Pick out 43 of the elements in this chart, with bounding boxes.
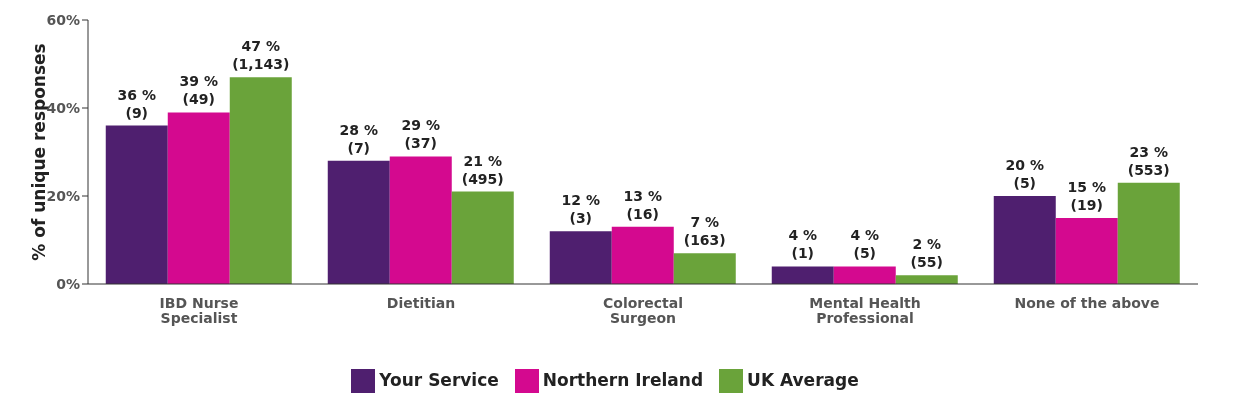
bar [1117,182,1180,284]
data-label: 15 % (19) [1067,179,1106,213]
bar [549,231,612,284]
y-axis-title: % of unique responses [29,43,49,261]
y-tick-label: 40% [46,99,80,116]
bar [167,112,230,284]
bar [451,191,514,284]
data-label: 29 % (37) [401,117,440,152]
x-tick-label: Colorectal Surgeon [603,295,683,326]
y-tick-label: 60% [46,11,80,28]
x-tick-label: None of the above [1014,295,1160,311]
legend-label: Your Service [379,369,499,390]
x-tick-label: Mental Health Professional [809,295,921,326]
legend-label: Northern Ireland [542,369,704,390]
y-tick-label: 0% [56,275,80,292]
data-label: 28 % (7) [339,121,378,156]
data-label: 36 % (9) [117,86,156,121]
data-label: 47 % (1,143) [232,38,290,73]
y-tick-label: 20% [46,187,80,204]
x-tick-label: IBD Nurse Specialist [159,295,239,326]
data-label: 4 % (1) [788,227,818,262]
bar [1055,218,1118,284]
data-label: 2 % (55) [910,236,943,271]
bar [229,77,292,284]
legend-label: UK Average [747,369,859,390]
bar [673,253,736,284]
bar [327,160,390,284]
data-label: 39 % (49) [179,73,218,108]
data-label: 23 % (553) [1127,143,1170,178]
bar [833,266,896,284]
data-label: 20 % (5) [1005,157,1044,191]
bar [895,275,958,284]
data-label: 13 % (16) [623,187,662,222]
data-label: 12 % (3) [561,192,600,227]
bar [611,226,674,284]
data-label: 7 % (163) [683,214,726,249]
bar [389,156,452,284]
data-label: 4 % (5) [850,227,880,262]
data-label: 21 % (495) [461,152,504,187]
x-tick-label: Dietitian [386,295,456,311]
bar [993,196,1056,284]
bar [105,125,168,284]
bar [771,266,834,284]
